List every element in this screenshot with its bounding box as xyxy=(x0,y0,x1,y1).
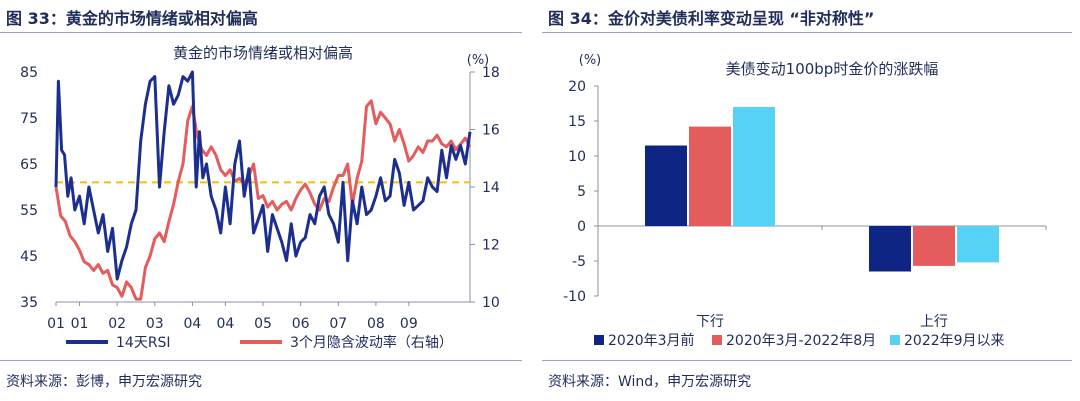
chart-title: 黄金的市场情绪或相对偏高 xyxy=(173,44,353,62)
legend-swatch xyxy=(712,335,722,345)
legend-label: 2022年9月以来 xyxy=(904,333,1005,349)
rsi-volatility-chart: 黄金的市场情绪或相对偏高 (%) 35 45 55 65 75 85 10 12 14 16 18 01 0… xyxy=(20,44,500,351)
y-right-tick-label: 16 xyxy=(482,123,500,139)
x-tick-label: 07 xyxy=(329,316,347,332)
bar xyxy=(869,226,911,272)
bar xyxy=(733,107,775,226)
y-tick-label: 0 xyxy=(577,219,586,235)
y-tick-label: -5 xyxy=(572,254,586,270)
x-tick-label: 06 xyxy=(292,316,310,332)
figure-34: 图 34：金价对美债利率变动呈现 “非对称性” 美债变动100bp时金价的涨跌幅… xyxy=(542,0,1080,401)
x-tick-label: 02 xyxy=(108,316,126,332)
x-tick-label: 08 xyxy=(367,316,385,332)
y-right-tick-label: 14 xyxy=(482,180,500,196)
legend-label-rsi: 14天RSI xyxy=(116,335,171,351)
y-tick-label: 20 xyxy=(568,79,586,95)
volatility-line xyxy=(54,99,472,301)
y-right-tick-label: 18 xyxy=(482,65,500,81)
top-rule xyxy=(0,32,522,33)
x-tick-label: 04 xyxy=(184,316,202,332)
y-left-tick-label: 65 xyxy=(20,157,38,173)
y-right-tick-label: 12 xyxy=(482,238,500,254)
category-label: 下行 xyxy=(696,314,724,330)
yield-change-bar-chart: 美债变动100bp时金价的涨跌幅 (%) -10 -5 0 5 10 15 20 下行 上行 2020… xyxy=(563,53,1047,349)
figure-33: 图 33：黄金的市场情绪或相对偏高 黄金的市场情绪或相对偏高 (%) 35 45 55 6… xyxy=(0,0,530,401)
bar xyxy=(913,226,955,266)
legend-label: 2020年3月-2022年8月 xyxy=(726,333,876,349)
y-left-tick-label: 55 xyxy=(20,203,38,219)
x-tick-label: 01 xyxy=(47,316,65,332)
legend-label: 2020年3月前 xyxy=(608,332,695,349)
x-tick-label: 09 xyxy=(400,316,418,332)
figure-title: 图 33：黄金的市场情绪或相对偏高 xyxy=(6,9,258,28)
figure-title: 图 34：金价对美债利率变动呈现 “非对称性” xyxy=(548,9,875,28)
legend-swatch xyxy=(594,335,604,345)
y-right-tick-label: 10 xyxy=(482,295,500,311)
y-left-tick-label: 75 xyxy=(20,111,38,127)
right-axis-unit: (%) xyxy=(467,53,490,68)
y-tick-label: -10 xyxy=(563,289,586,305)
y-tick-label: 10 xyxy=(568,149,586,165)
source-note: 资料来源：彭博，申万宏源研究 xyxy=(6,374,202,390)
legend-label-volatility: 3个月隐含波动率（右轴） xyxy=(290,334,453,351)
bar xyxy=(645,145,687,226)
top-rule xyxy=(542,32,1072,33)
x-tick-label: 04 xyxy=(216,316,234,332)
chart-title: 美债变动100bp时金价的涨跌幅 xyxy=(726,60,939,78)
bottom-rule xyxy=(542,360,1072,361)
source-note: 资料来源：Wind，申万宏源研究 xyxy=(548,374,752,390)
rsi-line xyxy=(54,70,472,281)
bottom-rule xyxy=(0,360,522,361)
y-left-tick-label: 45 xyxy=(20,249,38,265)
x-tick-label: 03 xyxy=(146,316,164,332)
legend-swatch xyxy=(890,335,900,345)
bar xyxy=(957,226,999,263)
x-tick-label: 01 xyxy=(71,316,89,332)
y-tick-label: 15 xyxy=(568,114,586,130)
category-label: 上行 xyxy=(920,314,948,330)
y-left-tick-label: 85 xyxy=(20,65,38,81)
y-left-tick-label: 35 xyxy=(20,295,38,311)
bar xyxy=(689,126,731,226)
y-tick-label: 5 xyxy=(577,184,586,200)
y-axis-unit: (%) xyxy=(579,53,602,68)
x-tick-label: 05 xyxy=(254,316,272,332)
